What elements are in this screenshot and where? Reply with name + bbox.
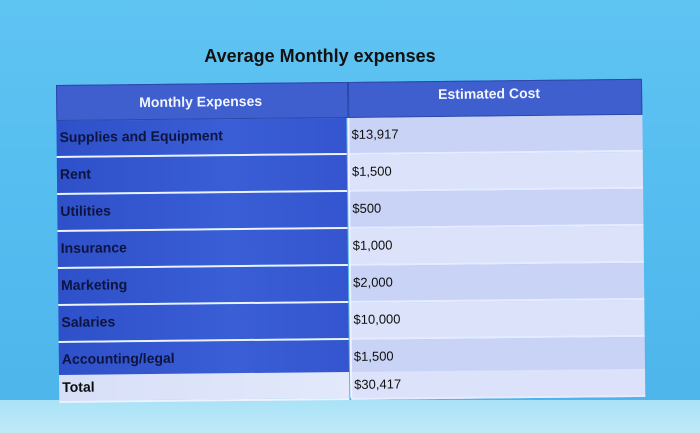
cost-cell: $30,417 <box>351 368 646 400</box>
cost-value: $13,917 <box>351 126 399 142</box>
expenses-table: Monthly Expenses Estimated Cost Supplies… <box>56 78 646 403</box>
item-label: Utilities <box>60 202 111 219</box>
header-label: Estimated Cost <box>438 84 541 102</box>
cost-value: $2,000 <box>353 274 393 290</box>
cost-cell: $13,917 <box>348 114 643 155</box>
header-estimated-cost: Estimated Cost <box>347 78 643 118</box>
header-label: Monthly Expenses <box>139 92 263 111</box>
item-label: Rent <box>59 165 92 182</box>
bottom-strip <box>0 400 700 433</box>
cost-cell: $10,000 <box>350 299 645 340</box>
cost-value: $1,500 <box>351 163 392 179</box>
cost-value: $500 <box>352 200 382 216</box>
item-cell: Total <box>59 371 350 403</box>
cost-cell: $500 <box>349 188 644 229</box>
item-label: Accounting/legal <box>61 349 175 367</box>
item-cell: Utilities <box>57 191 348 232</box>
item-label: Salaries <box>61 313 116 330</box>
item-cell: Marketing <box>57 265 349 306</box>
cost-value: $30,417 <box>354 376 402 392</box>
item-label: Total <box>62 378 95 395</box>
item-label: Supplies and Equipment <box>59 127 223 145</box>
cost-value: $10,000 <box>353 311 401 327</box>
item-cell: Supplies and Equipment <box>56 117 347 158</box>
item-label: Insurance <box>60 239 127 256</box>
item-cell: Insurance <box>57 228 348 269</box>
cost-value: $1,000 <box>352 237 393 253</box>
cost-cell: $1,000 <box>349 225 644 266</box>
item-cell: Salaries <box>58 302 349 343</box>
item-cell: Rent <box>56 154 348 195</box>
cost-cell: $2,000 <box>349 262 645 303</box>
page-title: Average Monthly expenses <box>204 46 436 66</box>
item-label: Marketing <box>61 276 128 293</box>
cost-value: $1,500 <box>353 348 394 364</box>
cost-cell: $1,500 <box>348 151 644 192</box>
header-monthly-expenses: Monthly Expenses <box>56 81 349 121</box>
